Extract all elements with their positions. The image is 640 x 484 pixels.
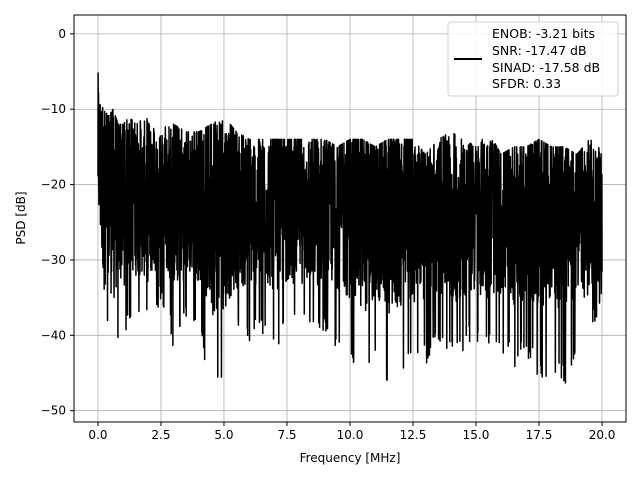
y-axis-label: PSD [dB] [14,191,28,244]
legend-box [447,21,619,97]
y-tick-label: −30 [41,253,66,267]
legend-sinad: SINAD: -17.58 dB [492,60,600,75]
series-group [97,72,603,384]
legend-snr: SNR: -17.47 dB [492,43,587,58]
x-tick-label: 10.0 [337,428,364,442]
y-tick-label: −20 [41,178,66,192]
x-tick-label: 5.0 [214,428,233,442]
psd-series-line [97,72,603,384]
x-tick-label: 17.5 [526,428,553,442]
x-axis-label: Frequency [MHz] [300,451,401,465]
y-tick-label: 0 [58,27,66,41]
y-axis: 0 −10 −20 −30 −40 −50 [41,27,74,418]
y-tick-label: −10 [41,102,66,116]
x-tick-label: 2.5 [151,428,170,442]
legend-enob: ENOB: -3.21 bits [492,26,595,41]
x-tick-label: 15.0 [463,428,490,442]
x-tick-label: 12.5 [400,428,427,442]
y-tick-label: −50 [41,404,66,418]
x-tick-label: 20.0 [589,428,616,442]
y-tick-label: −40 [41,328,66,342]
x-tick-label: 0.0 [88,428,107,442]
legend-sfdr: SFDR: 0.33 [492,76,561,91]
x-axis: 0.0 2.5 5.0 7.5 10.0 12.5 15.0 17.5 20.0 [88,422,615,442]
legend: ENOB: -3.21 bits SNR: -17.47 dB SINAD: -… [447,21,619,97]
x-tick-label: 7.5 [277,428,296,442]
